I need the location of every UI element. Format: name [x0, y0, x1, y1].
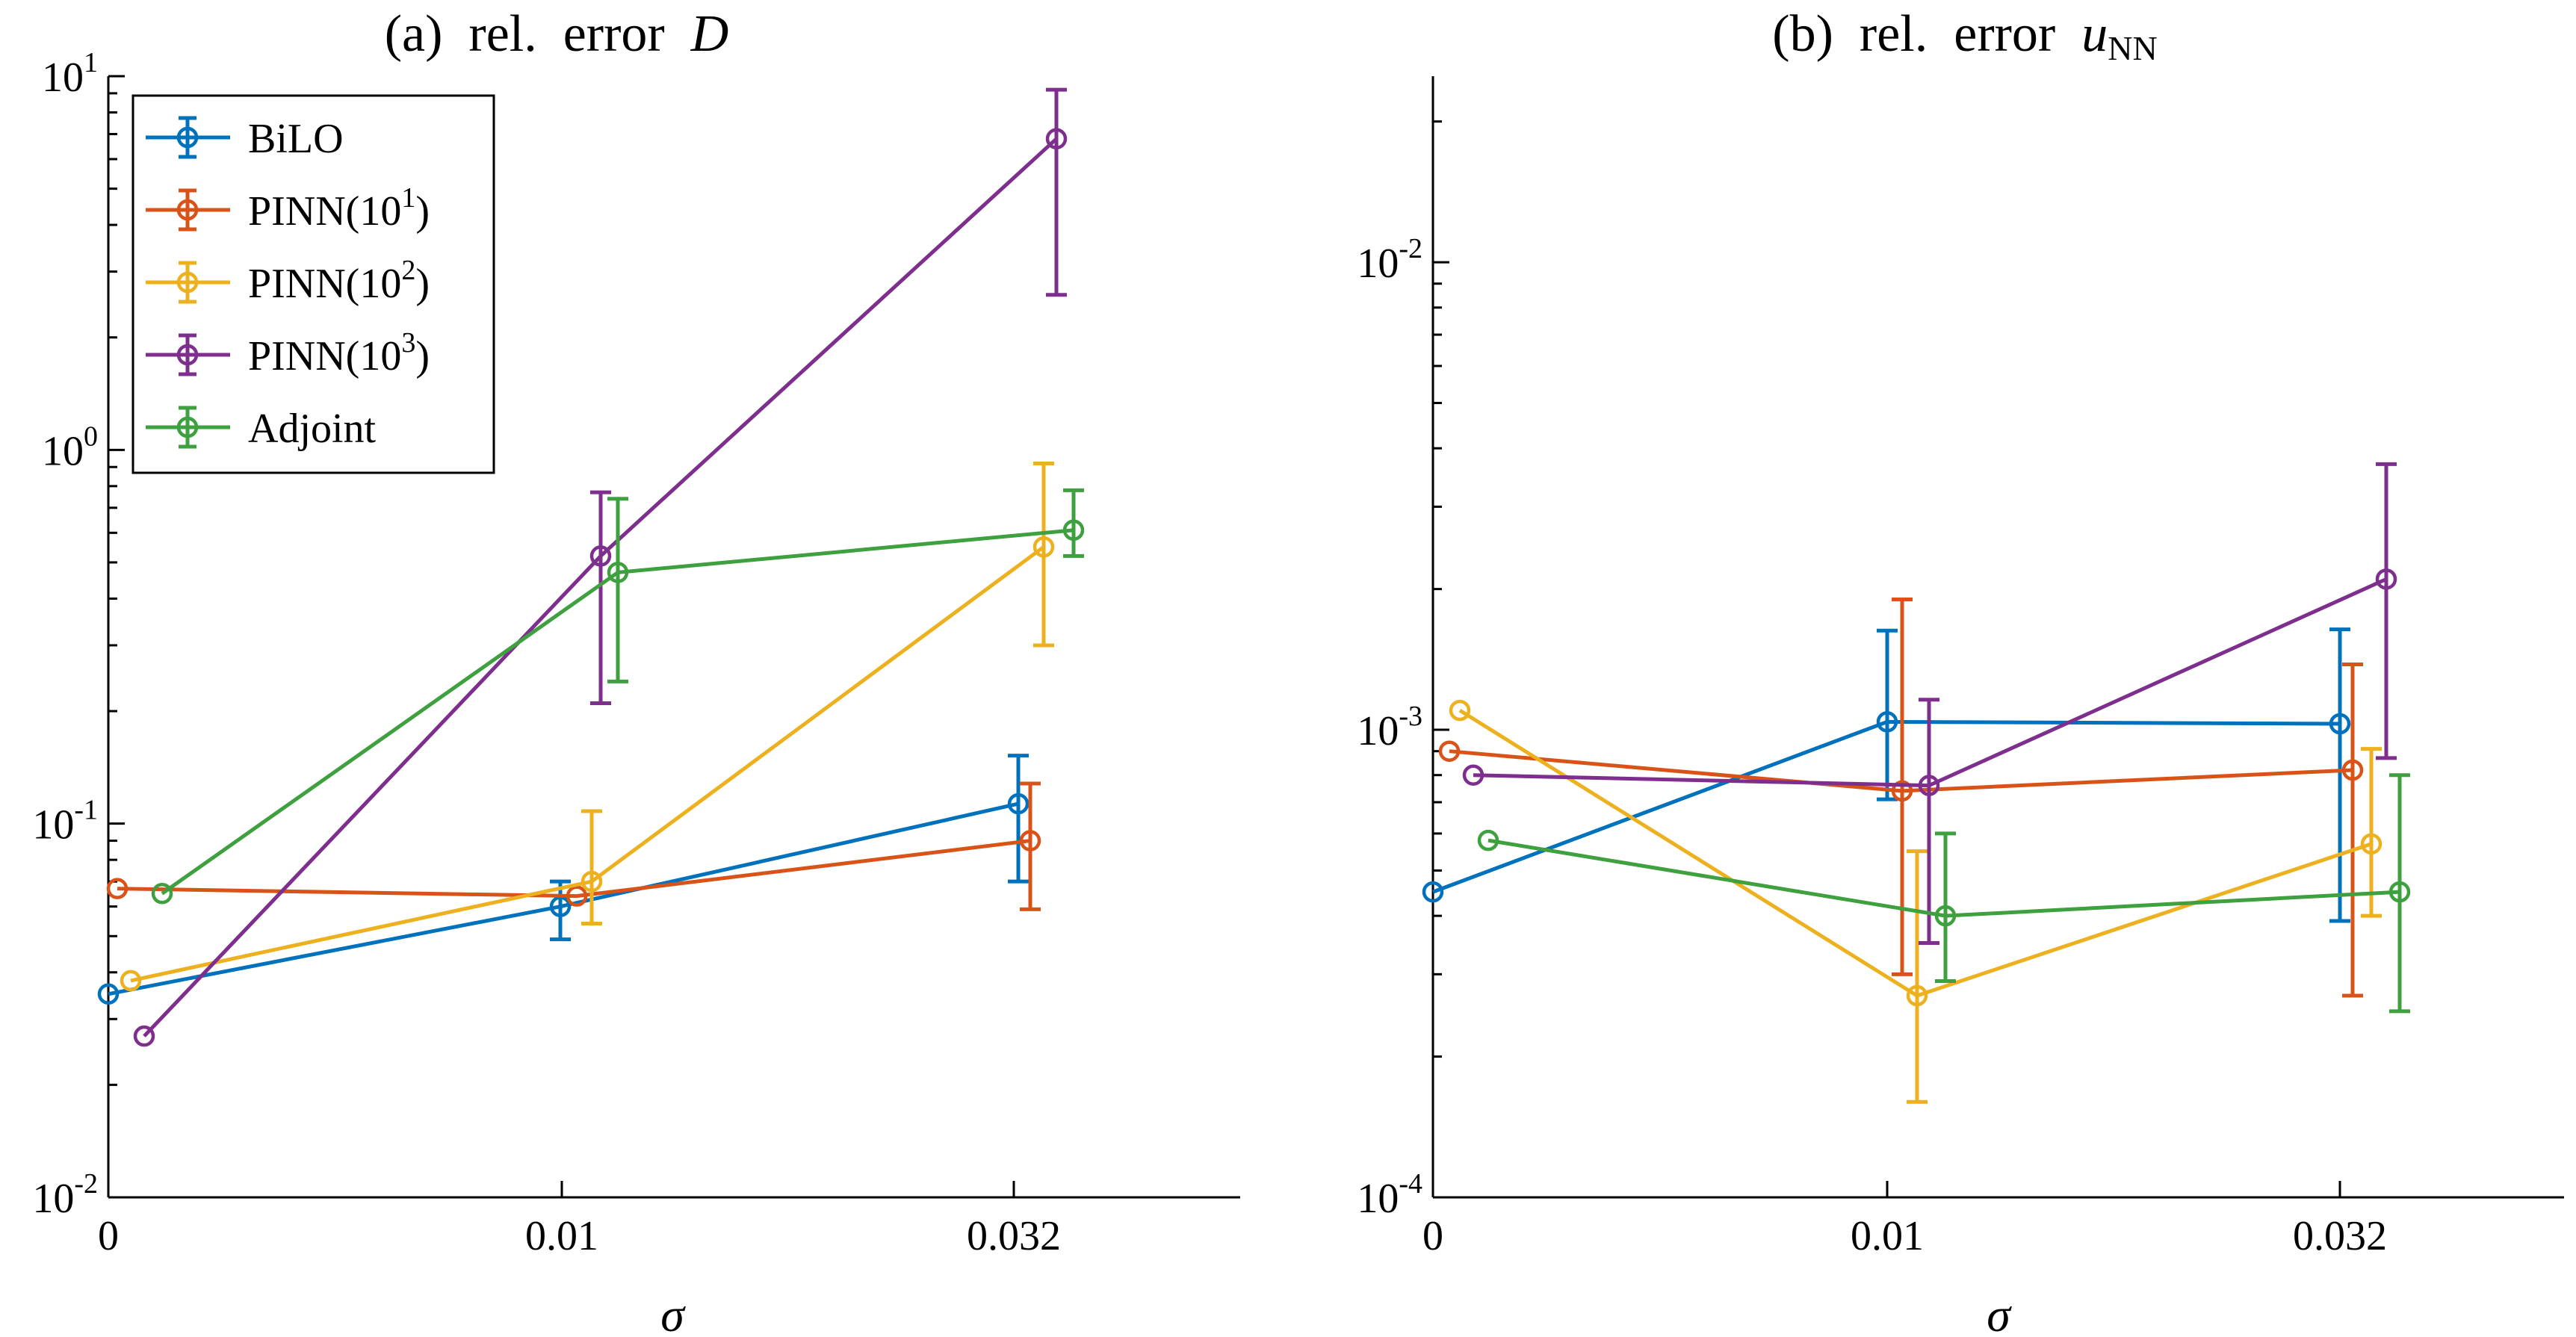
- series-0: [97, 754, 1030, 1005]
- error-bar: [607, 497, 628, 683]
- y-tick-label: 10-3: [1357, 701, 1422, 754]
- legend-marker: [176, 344, 199, 366]
- error-bar: [1892, 598, 1913, 976]
- error-bar: [1907, 849, 1928, 1104]
- data-point: [1032, 536, 1055, 558]
- data-point: [566, 885, 588, 907]
- panel-b-title: (b) rel. error uNN: [1772, 5, 2157, 67]
- data-point: [1062, 519, 1085, 541]
- legend-label: Adjoint: [248, 406, 377, 452]
- data-point: [1019, 830, 1041, 851]
- y-tick-label: 10-4: [1357, 1168, 1422, 1222]
- panel-b-x-label: σ: [1987, 1288, 2012, 1337]
- legend-entry: BiLO: [146, 116, 344, 162]
- series-line: [117, 839, 1031, 899]
- legend-label: PINN(102): [248, 255, 430, 307]
- data-point: [589, 545, 612, 567]
- series-4: [151, 488, 1085, 905]
- data-point: [1422, 881, 1444, 903]
- x-tick-label: 0.01: [1851, 1213, 1924, 1259]
- data-point: [1876, 711, 1898, 733]
- error-bar: [2361, 747, 2382, 918]
- error-bar: [1877, 628, 1898, 801]
- data-point: [2341, 759, 2364, 781]
- legend-marker: [176, 126, 199, 149]
- data-point: [97, 983, 120, 1005]
- data-point: [133, 1025, 155, 1047]
- data-point: [607, 562, 629, 583]
- y-tick-label: 10-1: [32, 795, 98, 849]
- data-point: [1045, 128, 1068, 150]
- legend-marker: [176, 271, 199, 294]
- legend-marker: [176, 416, 199, 438]
- data-point: [1438, 740, 1461, 762]
- panel-b-rel-error-uNN: (b) rel. error uNN 10-2 10-3 10-4 0 0.01 0.0…: [1357, 5, 2564, 1337]
- legend-label: PINN(103): [248, 327, 430, 379]
- error-bar: [1919, 698, 1939, 945]
- data-point: [1906, 984, 1928, 1007]
- y-tick-label: 101: [42, 47, 98, 101]
- series-3: [133, 87, 1068, 1047]
- error-bar: [1063, 488, 1084, 558]
- x-tick-label: 0.032: [967, 1213, 1061, 1259]
- data-point: [1462, 764, 1484, 786]
- data-point: [2375, 568, 2397, 590]
- data-point: [2360, 833, 2383, 855]
- series-1: [106, 781, 1041, 911]
- y-tick-label: 100: [42, 421, 98, 474]
- data-point: [1918, 775, 1940, 796]
- legend-entry: PINN(102): [146, 255, 430, 307]
- legend: BiLO PINN(101) PINN(102) PINN(103) Adjoint: [131, 94, 495, 474]
- error-bar: [581, 809, 602, 926]
- error-bar: [2329, 627, 2350, 923]
- x-tick-label: 0: [98, 1213, 119, 1259]
- x-tick-label: 0.01: [525, 1213, 598, 1259]
- series-0: [1422, 627, 2351, 923]
- x-tick-label: 0.032: [2293, 1213, 2387, 1259]
- data-point: [2329, 713, 2351, 735]
- data-point: [120, 970, 142, 992]
- error-bar: [550, 879, 571, 942]
- legend-entry: PINN(101): [146, 182, 430, 235]
- data-point: [106, 878, 129, 899]
- x-tick-label: 0: [1422, 1213, 1443, 1259]
- error-bar: [590, 490, 611, 705]
- data-point: [1477, 829, 1499, 851]
- error-bar: [2342, 662, 2363, 998]
- legend-entry: PINN(103): [146, 327, 430, 379]
- legend-label: PINN(101): [248, 182, 430, 235]
- data-point: [580, 870, 603, 893]
- error-bar: [1046, 87, 1067, 297]
- error-bar: [2389, 773, 2410, 1014]
- series-3: [1462, 462, 2397, 945]
- data-point: [1934, 905, 1957, 927]
- y-tick-label: 10-2: [32, 1168, 98, 1222]
- error-bar: [2376, 462, 2397, 760]
- series-1: [1438, 598, 2364, 998]
- error-bar: [1008, 754, 1029, 884]
- series-2: [1449, 699, 2383, 1104]
- data-point: [2388, 881, 2411, 903]
- panel-a-rel-error-D: (a) rel. error D 101 100 10-1 10-2 0 0.01 0.0…: [32, 5, 1240, 1337]
- series-line: [130, 545, 1045, 983]
- panel-a-x-label: σ: [660, 1288, 686, 1337]
- data-point: [1891, 780, 1913, 802]
- data-point: [1449, 699, 1471, 722]
- legend-entry: Adjoint: [146, 406, 377, 452]
- panel-a-title: (a) rel. error D: [385, 5, 729, 63]
- series-4: [1477, 773, 2411, 1014]
- data-point: [151, 883, 173, 905]
- legend-label: BiLO: [248, 116, 344, 162]
- data-point: [1007, 792, 1030, 815]
- error-bar: [1020, 781, 1041, 911]
- legend-marker: [176, 199, 199, 221]
- y-tick-label: 10-2: [1357, 233, 1422, 287]
- series-2: [120, 461, 1055, 992]
